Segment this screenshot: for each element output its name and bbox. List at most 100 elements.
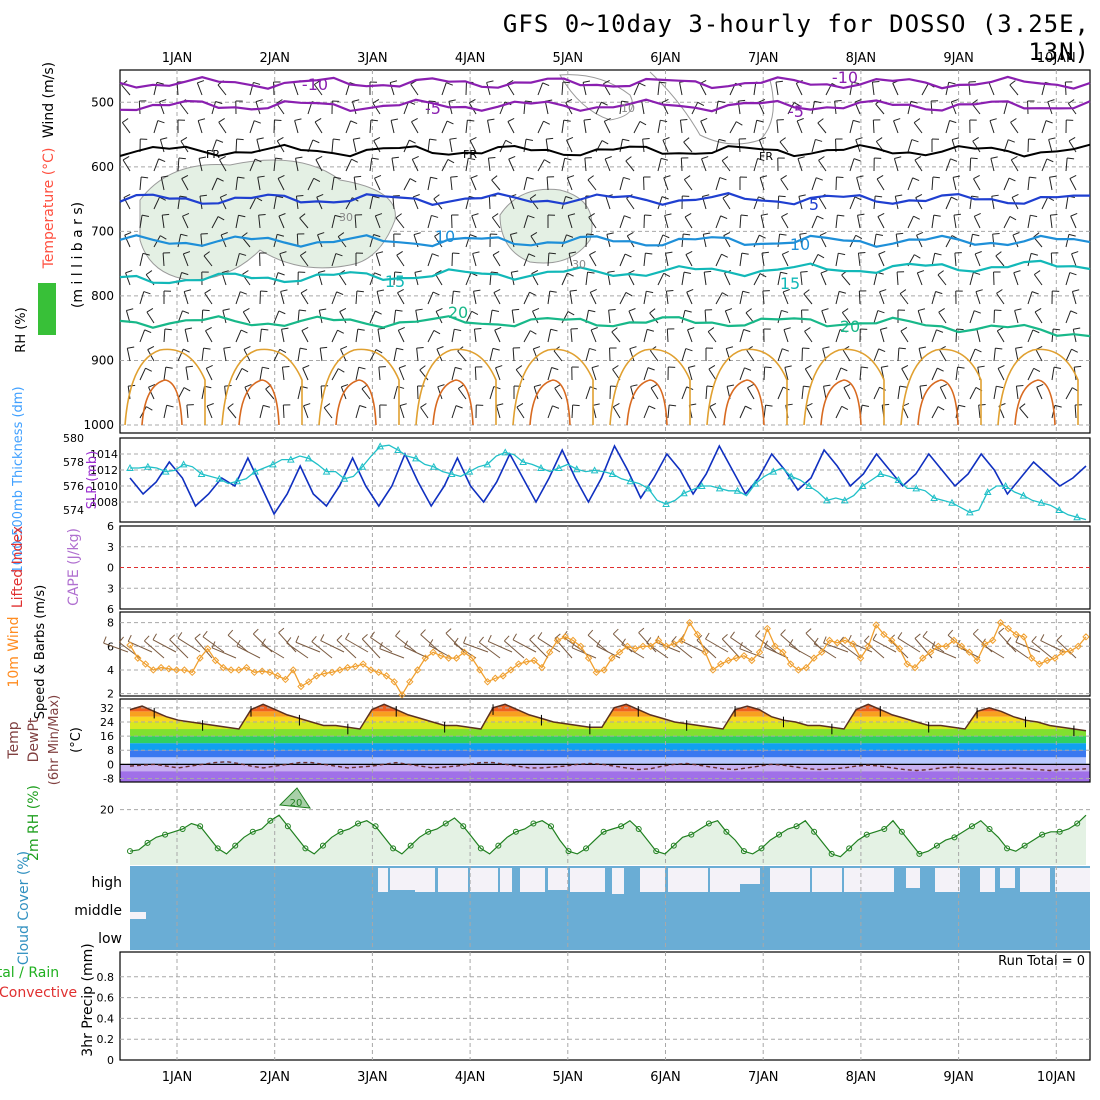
wind-barb (1034, 308, 1042, 313)
wind-barb (997, 364, 1005, 369)
wind-barb (707, 327, 715, 333)
thickness-marker (233, 477, 242, 485)
surface-wind-barb (286, 637, 292, 644)
wind-barb (278, 310, 286, 315)
wind-barb (703, 232, 711, 235)
wind-barb (375, 253, 381, 267)
wind-barb (842, 349, 851, 362)
wind-barb (341, 384, 349, 388)
wind-barb (934, 252, 942, 256)
warm-contour (124, 348, 206, 426)
surface-wind-barb (1006, 642, 1029, 659)
wind-barb (918, 308, 926, 312)
thickness-marker (286, 455, 295, 463)
wind-barb (553, 350, 563, 362)
wind-barb (622, 138, 630, 142)
wind-barb (216, 139, 224, 143)
wind-barb (338, 368, 345, 373)
wind-barb (873, 348, 880, 362)
wind-barb (419, 369, 429, 381)
wind-tick-label: 2 (107, 688, 114, 701)
wind-barb (857, 253, 861, 267)
wind-barb (529, 194, 537, 200)
wind-barb (835, 329, 841, 343)
rh-marker (933, 842, 940, 849)
wind-barb (856, 177, 861, 191)
wind-speed-marker (141, 660, 150, 668)
rh-marker (881, 826, 888, 833)
wind-speed-marker (1066, 647, 1075, 655)
wind-barb (563, 119, 571, 122)
wind-barb (1008, 177, 1016, 182)
wind-barb (969, 272, 974, 286)
wind-tick-label: 8 (107, 617, 114, 630)
wind-barb (820, 272, 827, 286)
temp-series-line (129, 703, 1087, 732)
wind-barb (546, 176, 549, 191)
wind-barb (907, 101, 912, 115)
wind-speed-marker (685, 618, 694, 627)
wind-barb (1065, 387, 1073, 400)
wind-barb (805, 406, 813, 419)
wind-barb (628, 310, 635, 324)
temp-tick-label: 16 (100, 730, 114, 743)
wind-barb (276, 99, 283, 104)
wind-barb (294, 120, 299, 134)
wind-barb (1032, 329, 1040, 334)
thickness-marker (680, 489, 688, 497)
wind-barb (300, 251, 307, 256)
wind-barb (398, 365, 406, 369)
surface-wind-barb (730, 631, 735, 638)
wind-barb (684, 216, 693, 229)
wind-barb (160, 177, 165, 191)
surface-wind-barb (596, 639, 601, 647)
warm-contour (820, 379, 862, 426)
temp2m-frame (119, 698, 1091, 783)
wind-barb (1034, 270, 1041, 275)
wind-barb (721, 253, 728, 258)
wind-speed-marker (600, 666, 608, 674)
wind-barb (146, 406, 153, 411)
wind-barb (277, 174, 285, 179)
thickness-marker (144, 462, 152, 470)
wind-barb (516, 406, 525, 419)
x-tick-label-bottom: 8JAN (846, 1070, 877, 1085)
wind-barb (547, 405, 553, 419)
wind-barb (837, 214, 845, 217)
wind-barb (1010, 122, 1019, 134)
dewpt-axis-label: DewPt (26, 717, 42, 762)
warm-contour (706, 348, 788, 426)
wind-barb (724, 310, 731, 324)
wind10m-frame (119, 611, 1091, 697)
surface-wind-barb (202, 630, 208, 638)
clear-sky-gap (1055, 868, 1090, 892)
wind-barb (945, 120, 951, 134)
wind-barb (1068, 140, 1077, 153)
wind-barb (681, 310, 686, 324)
wind-speed-marker (165, 665, 173, 673)
wind-barb (142, 252, 150, 256)
wind-barb (275, 157, 283, 160)
wind-barb (607, 270, 615, 273)
wind-barb (355, 367, 360, 381)
surface-wind-barb (537, 637, 561, 653)
wind-barb (758, 98, 766, 103)
wind-barb (880, 327, 888, 330)
wind-barb (182, 310, 190, 314)
wind-barb (537, 121, 544, 134)
temp-color-band (130, 743, 1086, 751)
surface-wind-barb (261, 644, 285, 659)
wind-barb (619, 139, 623, 153)
wind-barb (301, 330, 309, 343)
wind-barb (303, 405, 309, 419)
wind-barb (317, 234, 323, 248)
wind-speed-marker (779, 648, 787, 656)
wind-barb (198, 118, 206, 122)
wind-speed-marker (608, 654, 616, 662)
wind-barb (722, 197, 731, 210)
thickness-tick-label: 580 (63, 432, 84, 445)
wind-barb (664, 213, 672, 216)
surface-wind-barb (529, 639, 549, 659)
wind-barb (350, 120, 358, 125)
isotherm-label: 5 (809, 195, 819, 214)
